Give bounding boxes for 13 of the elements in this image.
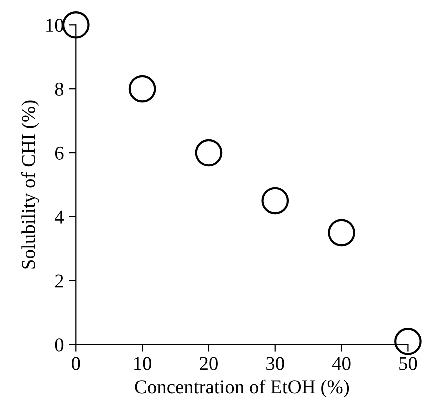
y-tick-label: 4: [54, 210, 64, 224]
x-tick-label: 30: [266, 357, 284, 370]
y-tick-label: 6: [55, 146, 64, 160]
y-tick-label: 0: [55, 338, 64, 352]
y-axis-title: Solubility of CHI (%): [21, 100, 40, 269]
x-axis-title: Concentration of EtOH (%): [135, 380, 350, 398]
x-tick-label: 20: [200, 357, 218, 370]
y-tick-label: 8: [55, 82, 64, 96]
x-tick-label: 10: [134, 357, 152, 370]
x-tick-label: 50: [400, 357, 418, 370]
x-tick-label: 40: [332, 357, 351, 370]
y-tick-label: 2: [55, 274, 64, 288]
x-tick-label: 0: [72, 357, 80, 370]
